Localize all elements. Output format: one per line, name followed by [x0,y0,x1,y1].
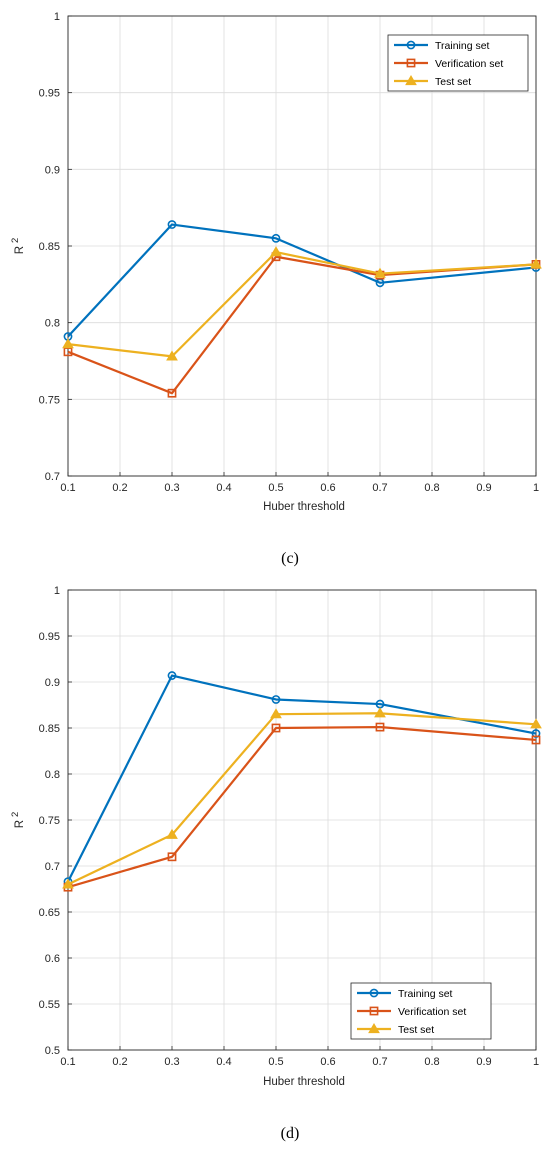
x-tick-label: 0.3 [164,482,179,494]
y-axis-label-superscript: 2 [10,812,21,817]
x-tick-label: 0.1 [60,482,75,494]
y-tick-label: 0.95 [39,88,60,100]
y-tick-label: 0.8 [45,318,60,330]
legend-square-marker [406,58,416,68]
x-tick-label: 0.5 [268,482,283,494]
y-tick-label: 0.65 [39,907,60,919]
y-axis-label: R2 [10,238,26,255]
triangle-marker [374,267,386,278]
y-axis-label-base: R [14,246,26,254]
x-tick-label: 0.1 [60,1056,75,1068]
triangle-marker [270,246,282,257]
y-tick-label: 0.95 [39,631,60,643]
triangle-marker [166,828,178,839]
legend-triangle-marker [368,1023,380,1034]
legend: Training set Verification set Test set [387,34,529,92]
legend-label: Verification set [398,1006,466,1018]
axes-frame [67,589,537,1051]
y-tick-label: 0.8 [45,769,60,781]
series-line [67,725,537,889]
legend-circle-marker [369,988,379,998]
y-axis-label: R2 [10,812,26,829]
y-tick-label: 0.6 [45,953,60,965]
y-tick-label: 0.55 [39,999,60,1011]
triangle-marker [62,338,74,349]
y-axis-label-superscript: 2 [10,238,21,243]
circle-marker [167,671,177,680]
series-line [67,674,537,883]
x-tick-label: 0.2 [112,1056,127,1068]
x-tick-label: 0.9 [476,482,491,494]
y-tick-label: 0.9 [45,164,60,176]
legend-label: Test set [435,76,471,88]
figure-caption: (c) [281,550,299,567]
y-axis-label-base: R [14,820,26,828]
legend-label: Test set [398,1024,434,1036]
y-tick-label: 0.85 [39,241,60,253]
triangle-marker [270,708,282,719]
figure-caption: (d) [281,1125,300,1142]
legend-triangle-marker [405,75,417,86]
x-tick-label: 0.7 [372,1056,387,1068]
x-tick-label: 0.3 [164,1056,179,1068]
x-tick-label: 0.2 [112,482,127,494]
square-marker [375,722,385,732]
square-marker [531,735,541,745]
legend-square-marker [369,1006,379,1016]
legend-label: Verification set [435,58,503,70]
x-tick-label: 0.4 [216,482,231,494]
y-tick-label: 0.7 [45,471,60,483]
triangle-marker [530,258,542,269]
y-tick-label: 0.9 [45,677,60,689]
chart-d: 0.1 0.2 0.3 0.4 0.5 0.6 0.7 0.8 0.9 1 0.5 0.55 0.6 0.… [10,585,542,1142]
x-tick-label: 0.8 [424,1056,439,1068]
triangle-marker [530,718,542,729]
chart-c: 0.1 0.2 0.3 0.4 0.5 0.6 0.7 0.8 0.9 1 0.7 0.75 0.8 0.… [10,11,542,567]
x-axis-label: Huber threshold [263,501,345,513]
x-tick-label: 0.6 [320,1056,335,1068]
circle-marker [271,233,281,243]
x-tick-label: 0.8 [424,482,439,494]
square-marker [271,723,281,733]
y-tick-label: 0.5 [45,1045,60,1057]
legend-label: Training set [398,988,453,1000]
axes-frame [67,15,537,477]
triangle-marker [374,707,386,718]
series-triangle [62,707,542,889]
circle-marker [167,220,177,229]
series-line [67,223,537,338]
x-tick-label: 0.6 [320,482,335,494]
series-triangle [62,246,542,361]
triangle-marker [62,878,74,889]
y-tick-label: 0.75 [39,815,60,827]
x-tick-label: 1 [533,482,539,494]
legend-circle-marker [406,40,416,50]
y-tick-label: 0.7 [45,861,60,873]
y-tick-label: 0.75 [39,394,60,406]
x-tick-label: 0.7 [372,482,387,494]
x-axis-label: Huber threshold [263,1076,345,1088]
square-marker [167,852,177,862]
x-tick-label: 1 [533,1056,539,1068]
x-tick-label: 0.5 [268,1056,283,1068]
x-tick-label: 0.9 [476,1056,491,1068]
x-tick-label: 0.4 [216,1056,231,1068]
legend: Training set Verification set Test set [350,982,492,1040]
y-tick-label: 1 [54,585,60,597]
triangle-marker [166,350,178,361]
legend-label: Training set [435,40,490,52]
y-tick-label: 1 [54,11,60,23]
square-marker [167,388,177,398]
circle-marker [271,695,281,704]
y-tick-label: 0.85 [39,723,60,735]
